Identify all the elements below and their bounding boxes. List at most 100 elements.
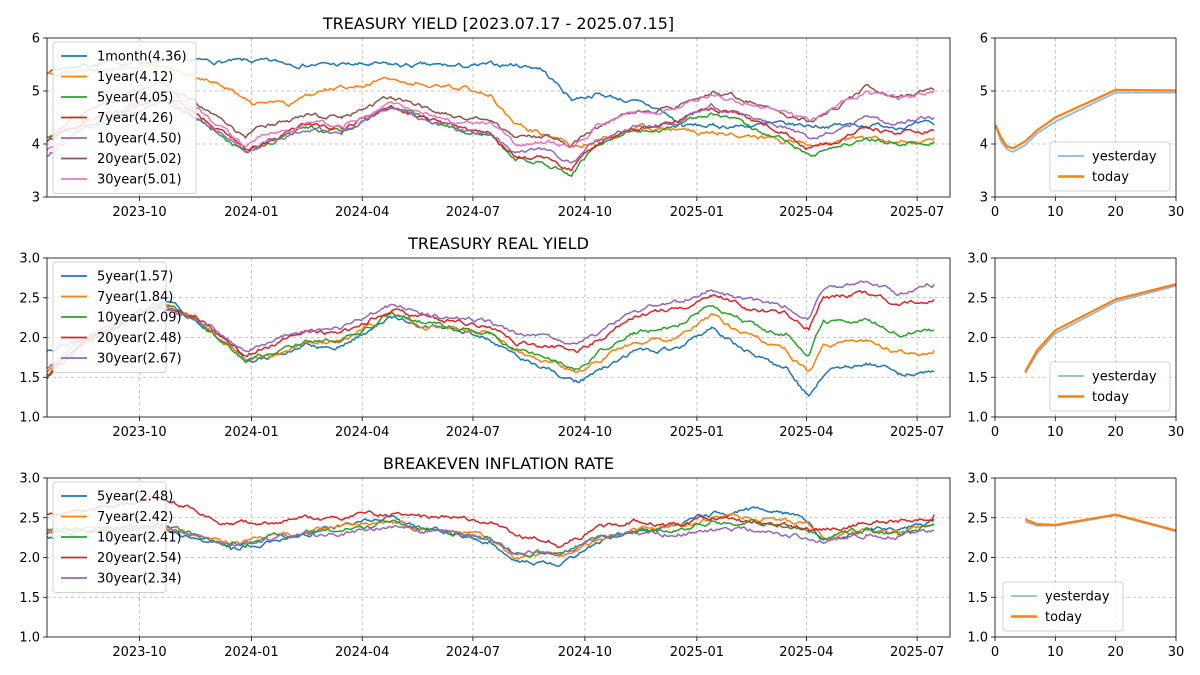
legend-label-2: 10year(2.09) — [97, 311, 182, 326]
series-line-4 — [47, 280, 935, 369]
y-tick-label: 1.0 — [19, 411, 40, 426]
y-tick-label: 2.0 — [19, 331, 40, 346]
x-tick-label: 2024-01 — [224, 205, 278, 220]
y-tick-label: 5 — [32, 85, 40, 100]
x-tick-label: 2024-07 — [446, 645, 500, 660]
y-tick-label: 2.0 — [967, 551, 988, 566]
legend-label-1: today — [1092, 170, 1129, 185]
legend-label-2: 5year(4.05) — [97, 91, 173, 106]
axes-frame — [46, 37, 951, 198]
y-tick-label: 6 — [32, 32, 40, 47]
x-tick-label: 2025-04 — [779, 205, 833, 220]
legend-label-3: 20year(2.54) — [97, 551, 182, 566]
y-tick-label: 5 — [980, 85, 988, 100]
x-tick-label: 2025-01 — [670, 425, 724, 440]
bei_ts-series-group — [47, 495, 935, 567]
legend-label-0: yesterday — [1045, 590, 1110, 605]
yield_curve-series-group — [995, 88, 1176, 153]
y-tick-label: 3.0 — [19, 252, 40, 267]
legend-label-5: 20year(5.02) — [97, 152, 182, 167]
bei_ts-chart: 1.0 1.5 2.0 2.5 3.0 2023-10 2024-01 2024-04 2024… — [19, 454, 951, 660]
x-tick-label: 20 — [1107, 645, 1124, 660]
legend-box — [1049, 141, 1171, 192]
legend-label-3: 7year(4.26) — [97, 111, 173, 126]
x-tick-label: 2025-04 — [779, 645, 833, 660]
x-tick-label: 2024-10 — [558, 645, 612, 660]
x-tick-label: 2023-10 — [112, 425, 166, 440]
legend-label-0: yesterday — [1092, 370, 1157, 385]
series-line-1 — [1024, 513, 1176, 532]
x-tick-label: 2025-07 — [890, 205, 944, 220]
y-tick-label: 1.0 — [19, 631, 40, 646]
y-tick-label: 6 — [980, 32, 988, 47]
x-tick-label: 10 — [1047, 645, 1064, 660]
y-tick-label: 3 — [32, 191, 40, 206]
y-tick-label: 3.0 — [19, 472, 40, 487]
x-tick-label: 2025-07 — [890, 425, 944, 440]
x-tick-label: 2024-01 — [224, 425, 278, 440]
y-tick-label: 1.0 — [967, 411, 988, 426]
chart-title: BREAKEVEN INFLATION RATE — [383, 454, 614, 473]
yield_ts-chart: 3 4 5 6 2023-10 2024-01 2024-04 2024-07 2024-10 2… — [32, 14, 951, 220]
legend: 5year(1.57) 7year(1.84) 10year(2.09) 20year… — [52, 261, 182, 373]
real_curve-series-group — [1024, 283, 1176, 374]
legend-box — [52, 481, 167, 593]
y-tick-label: 2.5 — [19, 511, 40, 526]
series-line-3 — [47, 289, 935, 376]
yield_curve-chart: 3 4 5 6 0 10 20 30 yesterday today — [980, 32, 1185, 221]
legend-label-1: today — [1092, 390, 1129, 405]
legend: 5year(2.48) 7year(2.42) 10year(2.41) 20year… — [52, 481, 182, 593]
axes-frame — [994, 37, 1177, 198]
y-tick-label: 2.5 — [967, 511, 988, 526]
legend-label-0: 5year(2.48) — [97, 490, 173, 505]
y-tick-label: 1.5 — [967, 591, 988, 606]
y-tick-label: 2.5 — [967, 291, 988, 306]
x-tick-label: 30 — [1168, 645, 1185, 660]
bei_curve-chart: 1.0 1.5 2.0 2.5 3.0 0 10 20 30 yesterday today — [967, 472, 1184, 661]
x-tick-label: 0 — [991, 205, 999, 220]
x-tick-label: 2025-01 — [670, 205, 724, 220]
legend-label-1: today — [1045, 610, 1082, 625]
series-line-2 — [47, 304, 935, 380]
legend-box — [1049, 361, 1171, 412]
axes-frame — [46, 257, 951, 418]
y-tick-label: 2.5 — [19, 291, 40, 306]
series-line-0 — [47, 506, 935, 567]
legend-label-4: 10year(4.50) — [97, 132, 182, 147]
legend: yesterday today — [1002, 581, 1124, 632]
x-tick-label: 2024-04 — [335, 425, 389, 440]
y-tick-label: 4 — [32, 138, 40, 153]
x-tick-label: 2023-10 — [112, 205, 166, 220]
series-line-4 — [47, 524, 935, 557]
x-tick-label: 2024-04 — [335, 205, 389, 220]
series-line-1 — [1024, 283, 1176, 373]
x-tick-label: 0 — [991, 645, 999, 660]
x-tick-label: 10 — [1047, 425, 1064, 440]
series-line-3 — [47, 495, 935, 549]
x-tick-label: 2025-07 — [890, 645, 944, 660]
legend-label-6: 30year(5.01) — [97, 173, 182, 188]
y-tick-label: 1.0 — [967, 631, 988, 646]
x-tick-label: 2023-10 — [112, 645, 166, 660]
series-line-0 — [1024, 284, 1176, 374]
chart-title: TREASURY REAL YIELD — [407, 234, 589, 253]
y-tick-label: 3 — [980, 191, 988, 206]
y-tick-label: 1.5 — [967, 371, 988, 386]
x-tick-label: 2025-01 — [670, 645, 724, 660]
legend-label-2: 10year(2.41) — [97, 531, 182, 546]
x-tick-label: 2024-01 — [224, 645, 278, 660]
x-tick-label: 2024-10 — [558, 425, 612, 440]
x-tick-label: 0 — [991, 425, 999, 440]
axes-frame — [994, 257, 1177, 418]
legend-label-0: yesterday — [1092, 150, 1157, 165]
legend-label-1: 7year(1.84) — [97, 290, 173, 305]
legend-label-1: 1year(4.12) — [97, 70, 173, 85]
legend-label-4: 30year(2.34) — [97, 572, 182, 587]
x-tick-label: 2024-07 — [446, 425, 500, 440]
legend: yesterday today — [1049, 141, 1171, 192]
x-tick-label: 20 — [1107, 425, 1124, 440]
y-tick-label: 4 — [980, 138, 988, 153]
real_ts-chart: 1.0 1.5 2.0 2.5 3.0 2023-10 2024-01 2024-04 2024… — [19, 234, 951, 440]
legend-label-4: 30year(2.67) — [97, 352, 182, 367]
